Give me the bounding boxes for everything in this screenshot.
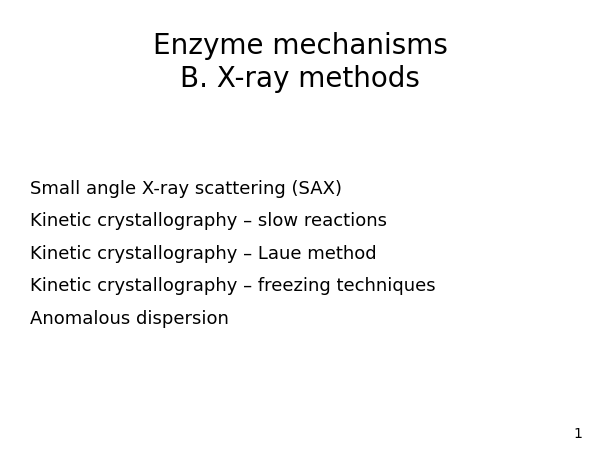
Text: Kinetic crystallography – Laue method: Kinetic crystallography – Laue method: [30, 245, 377, 263]
Text: Enzyme mechanisms
B. X-ray methods: Enzyme mechanisms B. X-ray methods: [152, 32, 448, 93]
Text: Small angle X-ray scattering (SAX): Small angle X-ray scattering (SAX): [30, 180, 342, 198]
Text: 1: 1: [573, 427, 582, 441]
Text: Kinetic crystallography – slow reactions: Kinetic crystallography – slow reactions: [30, 212, 387, 230]
Text: Kinetic crystallography – freezing techniques: Kinetic crystallography – freezing techn…: [30, 277, 436, 295]
Text: Anomalous dispersion: Anomalous dispersion: [30, 310, 229, 328]
